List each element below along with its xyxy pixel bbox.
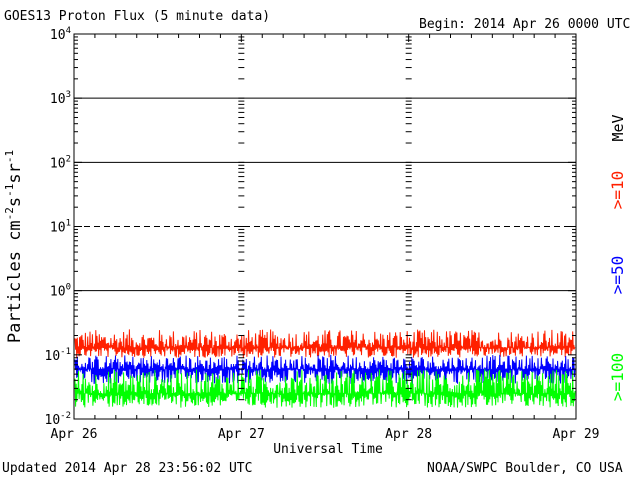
series-line-1 xyxy=(74,354,576,385)
y-tick-label-0: 10-2 xyxy=(45,411,72,428)
series-line-0 xyxy=(74,329,576,358)
x-tick-label-1: Apr 27 xyxy=(218,427,265,442)
x-tick-label-3: Apr 29 xyxy=(553,427,600,442)
series-line-2 xyxy=(74,369,576,408)
credit: NOAA/SWPC Boulder, CO USA xyxy=(427,461,623,476)
x-tick-label-2: Apr 28 xyxy=(385,427,432,442)
y-tick-label-4: 102 xyxy=(50,154,71,171)
chart-title: GOES13 Proton Flux (5 minute data) xyxy=(4,9,271,24)
y-tick-label-2: 100 xyxy=(50,283,71,300)
y-tick-label-3: 101 xyxy=(50,219,71,236)
unit-label: MeV xyxy=(609,114,627,141)
y-axis-label: Particles cm-2s-1sr-1 xyxy=(3,150,25,343)
y-tick-label-1: 10-1 xyxy=(45,347,72,364)
x-axis-label: Universal Time xyxy=(273,442,383,457)
y-tick-label-6: 104 xyxy=(50,26,71,43)
legend-label-0: >=10 xyxy=(608,171,627,210)
legend-label-1: >=50 xyxy=(608,256,627,295)
begin-time: Begin: 2014 Apr 26 0000 UTC xyxy=(419,17,631,32)
y-tick-label-5: 103 xyxy=(50,90,71,107)
legend-label-2: >=100 xyxy=(608,353,627,401)
updated-time: Updated 2014 Apr 28 23:56:02 UTC xyxy=(2,461,253,476)
x-tick-label-0: Apr 26 xyxy=(51,427,98,442)
